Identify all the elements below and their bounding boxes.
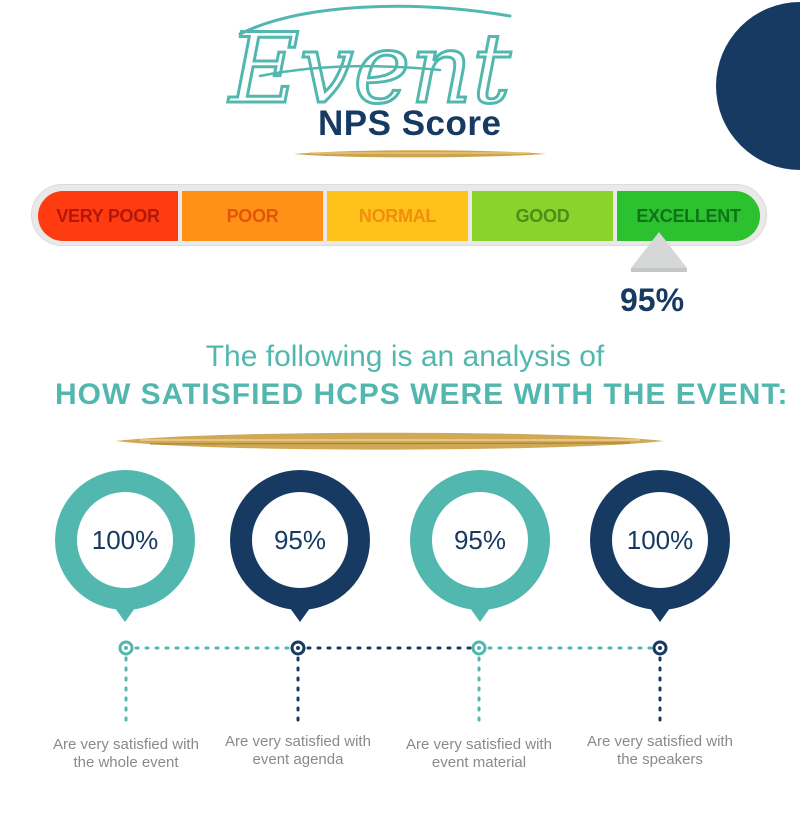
ring-pointer <box>470 608 490 622</box>
stat-label: Are very satisfied with event agenda <box>213 733 383 769</box>
stat-label-line1: Are very satisfied with <box>53 736 199 753</box>
gauge-segment-good: GOOD <box>472 191 613 241</box>
stat-ring: 100% <box>590 470 730 622</box>
ring-pointer <box>290 608 310 622</box>
gauge-label: VERY POOR <box>56 205 160 226</box>
gauge-pointer-icon <box>631 232 687 268</box>
gauge-label: EXCELLENT <box>636 205 741 226</box>
gold-brush-stroke <box>116 432 664 450</box>
stat-ring: 100% <box>55 470 195 622</box>
timeline-connector <box>118 640 668 722</box>
stat-value: 100% <box>610 490 710 590</box>
ring-pointer <box>650 608 670 622</box>
ring-pointer <box>115 608 135 622</box>
stat-label-line2: event material <box>431 754 527 771</box>
event-script-title: Event <box>226 4 513 127</box>
nps-score-value: 95% <box>620 282 685 318</box>
stat-label-line1: Are very satisfied with <box>406 736 552 753</box>
stat-label: Are very satisfied with event material <box>394 736 564 772</box>
stat-label-line1: Are very satisfied with <box>225 733 371 750</box>
event-script-text: Event <box>227 13 511 125</box>
stat-value: 95% <box>250 490 350 590</box>
stat-ring: 95% <box>410 470 550 622</box>
stat-label-line1: Are very satisfied with <box>587 733 733 750</box>
stat-label-line2: event agenda <box>252 751 344 768</box>
analysis-intro: The following is an analysis of <box>205 340 605 373</box>
stat-value: 95% <box>430 490 530 590</box>
stat-label-line2: the speakers <box>617 751 703 768</box>
gauge-segment-very-poor: VERY POOR <box>38 191 178 241</box>
stat-label-line2: the whole event <box>73 754 179 771</box>
gauge-segment-normal: NORMAL <box>327 191 468 241</box>
gold-brush-stroke <box>294 150 546 158</box>
decorative-circle <box>716 2 800 170</box>
gauge-pointer-base <box>631 268 687 272</box>
gauge-label: POOR <box>226 205 279 226</box>
nps-gauge: VERY POOR POOR NORMAL GOOD EXCELLENT <box>31 184 767 246</box>
stat-label: Are very satisfied with the speakers <box>575 733 745 769</box>
stat-ring: 95% <box>230 470 370 622</box>
gauge-segment-poor: POOR <box>182 191 323 241</box>
page-title: NPS Score <box>318 104 502 143</box>
gauge-label: GOOD <box>515 205 570 226</box>
stat-label: Are very satisfied with the whole event <box>41 736 211 772</box>
stat-value: 100% <box>75 490 175 590</box>
analysis-heading: HOW SATISFIED HCPS WERE WITH THE EVENT: <box>55 378 789 411</box>
gauge-label: NORMAL <box>358 205 437 226</box>
